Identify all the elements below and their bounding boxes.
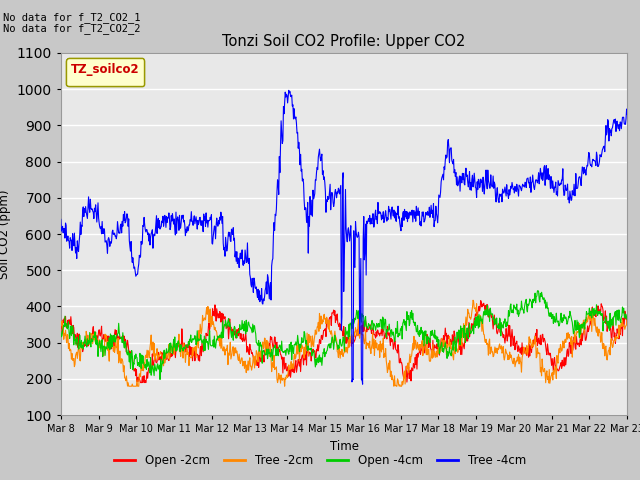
Text: No data for f_T2_CO2_2: No data for f_T2_CO2_2 — [3, 23, 141, 34]
Legend: Open -2cm, Tree -2cm, Open -4cm, Tree -4cm: Open -2cm, Tree -2cm, Open -4cm, Tree -4… — [109, 449, 531, 472]
Text: No data for f_T2_CO2_1: No data for f_T2_CO2_1 — [3, 12, 141, 23]
Y-axis label: Soil CO2 (ppm): Soil CO2 (ppm) — [0, 189, 11, 279]
X-axis label: Time: Time — [330, 440, 358, 453]
Title: Tonzi Soil CO2 Profile: Upper CO2: Tonzi Soil CO2 Profile: Upper CO2 — [222, 34, 466, 49]
Legend:  — [67, 59, 144, 86]
